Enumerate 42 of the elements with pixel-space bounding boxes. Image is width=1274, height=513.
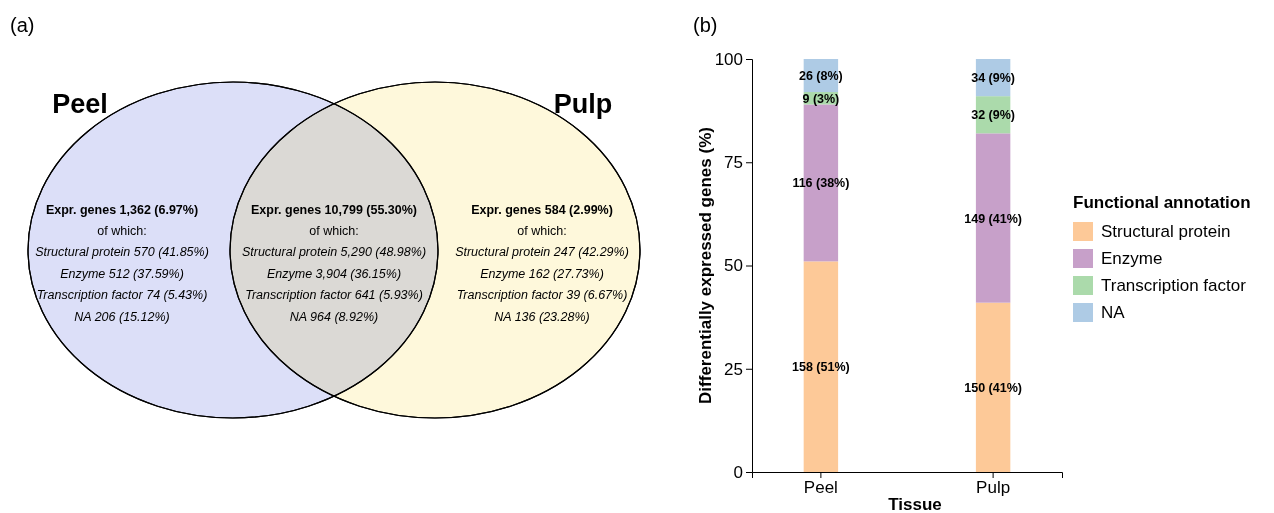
data-label: 9 (3%) [802,91,840,106]
chart-title: (b) [693,14,718,36]
text: of which: [517,224,567,238]
text: Expr. genes 10,799 (55.30%) [250,203,418,217]
text: of which: [309,224,359,238]
text: Structural protein 247 (42.29%) [455,245,629,259]
text: Enzyme 512 (37.59%) [60,267,184,281]
text: (a) [10,14,35,36]
text: NA 206 (15.12%) [74,310,170,324]
data-label: 34 (9%) [971,71,1015,86]
legend-title: Functional annotation [1073,193,1251,212]
data-label: 149 (41%) [964,211,1022,226]
category-label: Peel [52,89,108,119]
data-label: 32 (9%) [971,108,1015,123]
text: Transcription factor 39 (6.67%) [456,288,628,302]
data-label: 158 (51%) [792,360,850,375]
y-tick-label: 100 [714,49,743,69]
text: NA 136 (23.28%) [494,310,590,324]
text: Enzyme 3,904 (36.15%) [266,267,402,281]
data-label: 26 (8%) [799,69,843,84]
data-label: 116 (38%) [792,176,850,191]
text: Transcription factor 74 (5.43%) [36,288,208,302]
y-axis-title: Differentially expressed genes (%) [696,127,715,404]
text: NA 964 (8.92%) [289,310,379,324]
text: Enzyme 162 (27.73%) [480,267,604,281]
legend-label: Structural protein [1101,222,1231,241]
y-tick-label: 0 [733,462,743,482]
data-label: 150 (41%) [964,380,1022,395]
text: of which: [97,224,147,238]
y-tick-label: 25 [724,359,743,379]
text: Expr. genes 1,362 (6.97%) [45,203,199,217]
text: Structural protein 570 (41.85%) [35,245,209,259]
y-tick-label: 50 [724,256,743,276]
legend-label: NA [1101,303,1126,322]
text: Transcription factor 641 (5.93%) [245,288,423,302]
category-label: Pulp [553,89,613,119]
text: Expr. genes 584 (2.99%) [471,203,613,217]
text: Structural protein 5,290 (48.98%) [241,245,427,259]
legend-label: Transcription factor [1101,276,1247,295]
y-tick-label: 75 [724,153,743,173]
x-axis-title: Tissue [888,495,942,513]
legend-label: Enzyme [1101,249,1163,268]
